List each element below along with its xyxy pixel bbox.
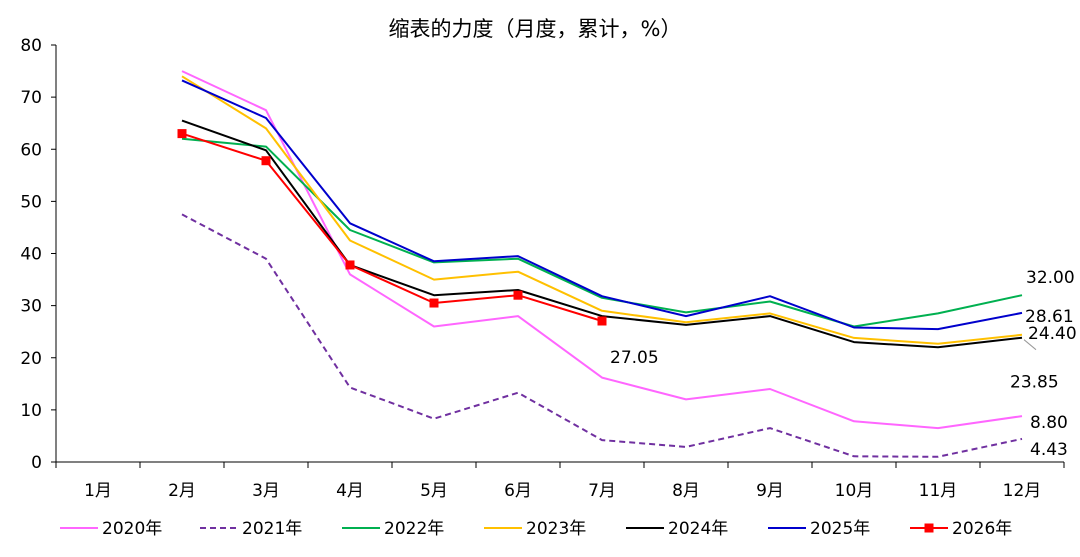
y-tick-label: 70: [20, 88, 42, 108]
data-label: 27.05: [610, 348, 659, 368]
series-line-2023年: [181, 75, 1023, 345]
data-point-2026年: [597, 316, 607, 326]
x-tick-label: 5月: [420, 481, 448, 501]
x-tick-label: 11月: [919, 481, 958, 501]
series-line-2021年: [181, 213, 1023, 458]
series-line-2025年: [181, 79, 1023, 331]
data-point-2026年: [513, 290, 523, 300]
data-label: 32.00: [1026, 268, 1075, 288]
legend-marker: [924, 523, 934, 533]
legend-label: 2026年: [952, 519, 1012, 539]
data-label: 8.80: [1030, 413, 1068, 433]
y-tick-label: 20: [20, 349, 42, 369]
x-tick-label: 12月: [1003, 481, 1042, 501]
legend-label: 2025年: [810, 519, 870, 539]
x-tick-label: 7月: [588, 481, 616, 501]
data-point-2026年: [261, 156, 271, 166]
x-tick-label: 6月: [504, 481, 532, 501]
x-tick-label: 1月: [84, 481, 112, 501]
x-tick-label: 2月: [168, 481, 196, 501]
y-tick-label: 10: [20, 401, 42, 421]
y-tick-label: 50: [20, 192, 42, 212]
data-label-leader: [1023, 339, 1037, 351]
series-line-2022年: [181, 137, 1023, 328]
series-line-2020年: [181, 70, 1023, 430]
y-tick-label: 0: [31, 453, 42, 473]
data-point-2026年: [429, 298, 439, 308]
data-point-2026年: [177, 129, 187, 139]
y-tick-label: 40: [20, 245, 42, 265]
data-label: 4.43: [1030, 440, 1068, 460]
x-tick-label: 8月: [672, 481, 700, 501]
legend-label: 2024年: [668, 519, 728, 539]
data-label: 24.40: [1028, 324, 1077, 344]
y-tick-label: 60: [20, 140, 42, 160]
x-tick-label: 9月: [756, 481, 784, 501]
data-label: 28.61: [1025, 307, 1074, 327]
data-label: 23.85: [1010, 373, 1059, 393]
legend: 2020年 2021年 2022年 2023年 2024年 2025年 2026年: [60, 519, 1012, 539]
legend-label: 2020年: [102, 519, 162, 539]
axes: 0 10 20 30 40 50 60 70 80 1月 2月 3月 4月 5月 6月 7月 8月 9月 10月 11…: [20, 36, 1065, 501]
series-layer: [177, 70, 1023, 458]
series-line-2024年: [181, 119, 1023, 349]
series-line-2026年: [181, 132, 603, 322]
data-point-2026年: [345, 260, 355, 270]
legend-label: 2022年: [384, 519, 444, 539]
x-tick-label: 4月: [336, 481, 364, 501]
chart-title: 缩表的力度（月度，累计，%）: [389, 17, 682, 41]
y-tick-label: 80: [20, 36, 42, 56]
x-tick-label: 10月: [835, 481, 874, 501]
legend-label: 2023年: [526, 519, 586, 539]
y-tick-label: 30: [20, 297, 42, 317]
legend-label: 2021年: [242, 519, 302, 539]
x-tick-label: 3月: [252, 481, 280, 501]
